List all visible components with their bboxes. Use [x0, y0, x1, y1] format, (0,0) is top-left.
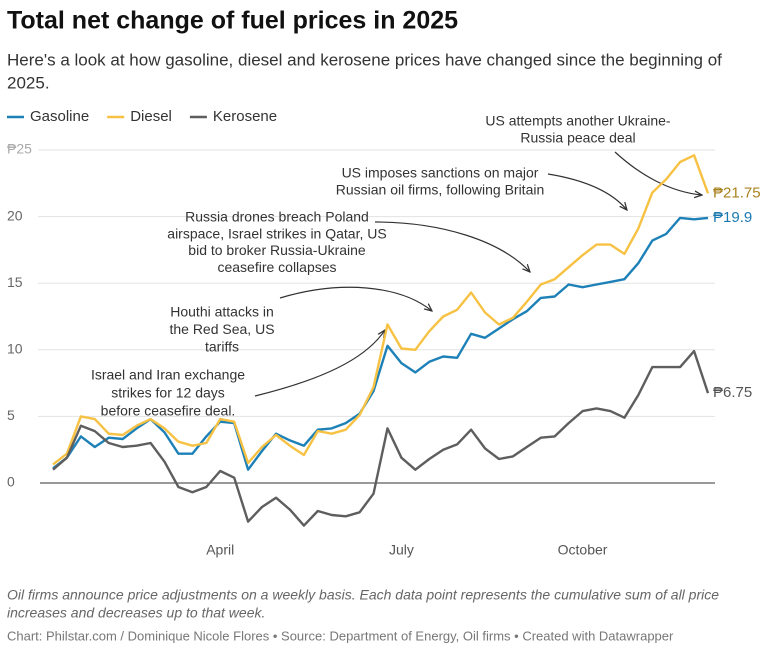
subtitle: Here's a look at how gasoline, diesel an… [7, 50, 722, 69]
subtitle: 2025. [7, 73, 50, 92]
y-tick-label: 10 [7, 341, 23, 357]
annotation: ceasefire collapses [217, 259, 336, 275]
arrow [279, 286, 432, 311]
annotation: US imposes sanctions on major [342, 165, 539, 181]
end-label: ₱19.9 [713, 209, 752, 226]
annotation: Russia peace deal [520, 130, 635, 146]
y-tick-label: 5 [7, 407, 15, 423]
annotation: airspace, Israel strikes in Qatar, US [167, 225, 386, 241]
credit: Chart: Philstar.com / Dominique Nicole F… [7, 628, 674, 643]
legend-label: Gasoline [30, 108, 89, 125]
x-tick-label: April [206, 542, 234, 558]
end-label: ₱6.75 [713, 384, 752, 401]
legend: Gasoline Diesel Kerosene [7, 108, 277, 125]
annotation: bid to broker Russia-Ukraine [188, 242, 366, 258]
annotation: strikes for 12 days [111, 385, 225, 401]
x-tick-label: October [558, 542, 608, 558]
x-tick-label: July [389, 542, 414, 558]
plot: ₱19.9 ₱21.75 ₱6.75 [52, 154, 761, 527]
note: Oil firms announce price adjustments on … [7, 587, 719, 603]
annotations: Israel and Iran exchange strikes for 12 d… [91, 113, 671, 419]
annotation: tariffs [205, 339, 239, 355]
end-label: ₱21.75 [713, 184, 761, 201]
grid: 0 5 10 15 20 ₱25 April July October [7, 141, 715, 558]
y-tick-label: 15 [7, 274, 23, 290]
arrow [547, 173, 627, 210]
y-tick-label: 20 [7, 207, 23, 223]
annotation: before ceasefire deal. [101, 403, 236, 419]
annotation: the Red Sea, US [169, 321, 274, 337]
annotation: Israel and Iran exchange [91, 367, 245, 383]
line [52, 216, 709, 471]
annotation: Russia drones breach Poland [185, 209, 369, 225]
line [52, 154, 710, 466]
annotation-arrows [254, 151, 702, 397]
annotation: Russian oil firms, following Britain [336, 182, 545, 198]
line [52, 349, 710, 527]
arrow [614, 151, 702, 195]
arrow [374, 221, 530, 272]
y-tick-label: ₱25 [7, 141, 32, 157]
arrow [254, 330, 385, 397]
legend-label: Diesel [130, 108, 172, 125]
note: increases and decreases up to that week. [7, 605, 265, 621]
legend-label: Kerosene [213, 108, 277, 125]
y-tick-label: 0 [7, 474, 15, 490]
annotation: US attempts another Ukraine- [485, 113, 671, 129]
chart-title: Total net change of fuel prices in 2025 [7, 7, 458, 35]
annotation: Houthi attacks in [170, 304, 274, 320]
